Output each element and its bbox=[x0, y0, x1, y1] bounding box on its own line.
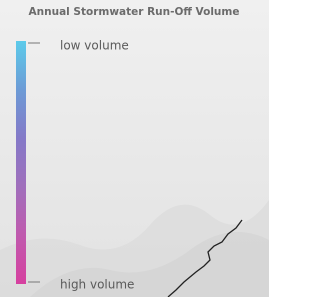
legend-title: Annual Stormwater Run-Off Volume bbox=[29, 6, 240, 18]
map-legend: Annual Stormwater Run-Off Volume low vol… bbox=[0, 0, 269, 297]
high-label: high volume bbox=[60, 278, 134, 292]
color-ramp bbox=[16, 41, 26, 284]
page: {"legend": {"title": "Annual Stormwater … bbox=[0, 0, 269, 297]
low-label: low volume bbox=[60, 39, 129, 53]
